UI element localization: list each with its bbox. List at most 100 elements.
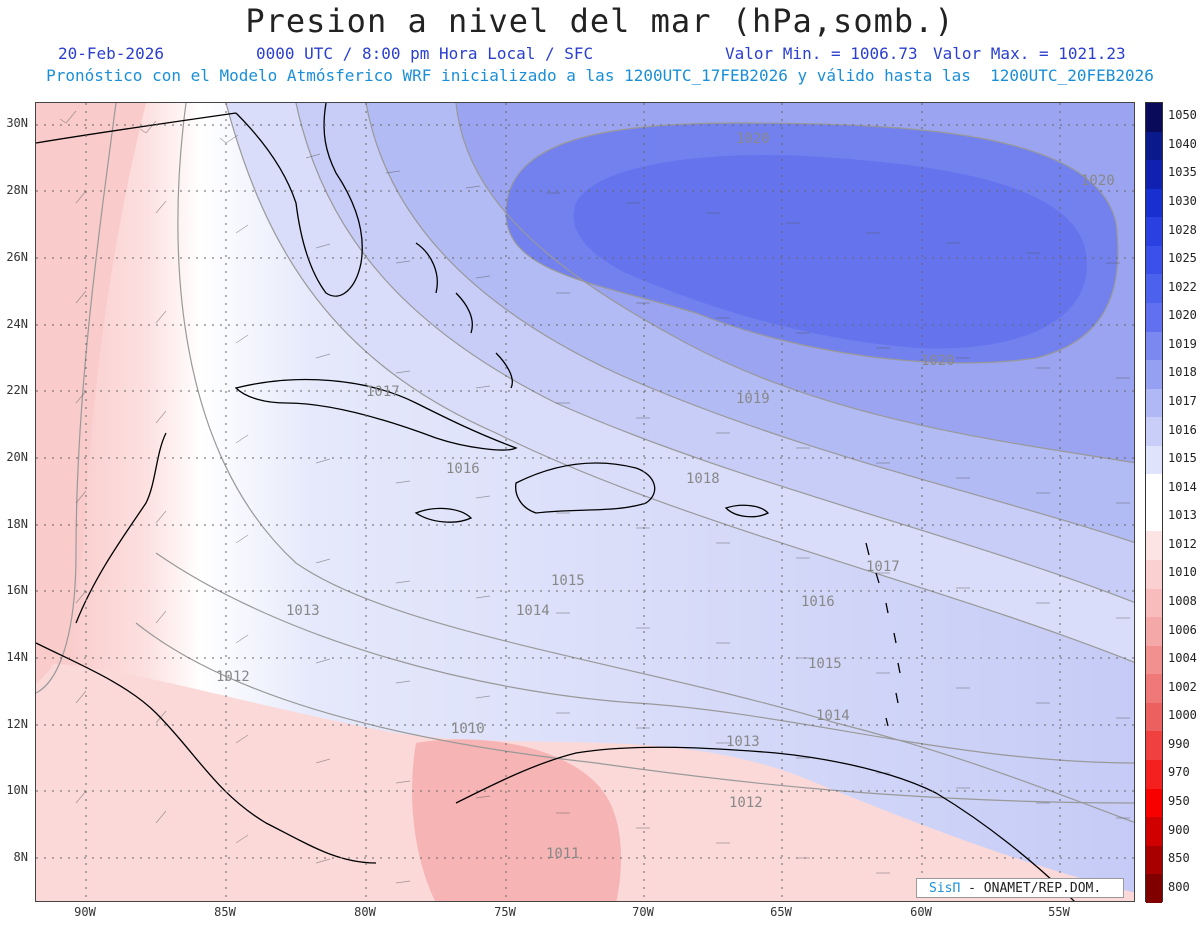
colorbar-segment <box>1146 702 1162 732</box>
map-title: Presion a nivel del mar (hPa,somb.) <box>245 2 955 40</box>
colorbar-segment <box>1146 274 1162 303</box>
contour-label: 1016 <box>446 461 480 477</box>
lat-label: 16N <box>6 583 28 597</box>
colorbar-segment <box>1146 474 1162 503</box>
colorbar-segment <box>1146 188 1162 218</box>
colorbar-label: 1022 <box>1168 279 1197 294</box>
colorbar-label: 1028 <box>1168 222 1197 237</box>
contour-label: 1017 <box>366 384 400 400</box>
lon-label: 70W <box>632 905 654 919</box>
colorbar-label: 990 <box>1168 736 1190 751</box>
lat-label: 26N <box>6 250 28 264</box>
pressure-map: 1020 1020 1020 1019 1018 1017 1017 1016 … <box>35 102 1135 902</box>
credit-org: - ONAMET/REP.DOM. <box>968 881 1102 896</box>
colorbar-segment <box>1146 759 1162 789</box>
colorbar-label: 1050 <box>1168 108 1197 123</box>
lon-label: 75W <box>494 905 516 919</box>
lon-label: 85W <box>214 905 236 919</box>
lat-label: 24N <box>6 317 28 331</box>
colorbar-segment <box>1146 331 1162 361</box>
colorbar-label: 800 <box>1168 879 1190 894</box>
colorbar-label: 970 <box>1168 765 1190 780</box>
colorbar-segment <box>1146 531 1162 560</box>
colorbar-label: 1012 <box>1168 536 1197 551</box>
colorbar-segment <box>1146 417 1162 446</box>
isobar-labels: 1020 1020 1020 1019 1018 1017 1017 1016 … <box>216 131 1115 862</box>
isobars <box>36 103 1134 823</box>
colorbar-segment <box>1146 731 1162 760</box>
colorbar-label: 1013 <box>1168 508 1197 523</box>
sis-logo-text: SisΠ <box>929 881 961 896</box>
contour-label: 1018 <box>686 471 720 487</box>
time-label: 0000 UTC / 8:00 pm Hora Local / SFC <box>256 44 594 63</box>
colorbar-segment <box>1146 217 1162 246</box>
colorbar-label: 1014 <box>1168 479 1197 494</box>
contour-label: 1012 <box>216 669 250 685</box>
coast-puerto-rico <box>724 504 770 518</box>
contour-label: 1019 <box>736 391 770 407</box>
coastlines <box>36 103 1075 901</box>
colorbar-label: 1006 <box>1168 622 1197 637</box>
lon-label: 90W <box>74 905 96 919</box>
colorbar-label: 1019 <box>1168 336 1197 351</box>
colorbar-label: 850 <box>1168 851 1190 866</box>
contour-label: 1014 <box>816 708 850 724</box>
colorbar-segment <box>1146 674 1162 703</box>
colorbar-label: 900 <box>1168 822 1190 837</box>
contour-label: 1015 <box>551 573 585 589</box>
colorbar-segment <box>1146 160 1162 189</box>
colorbar-segment <box>1146 874 1162 903</box>
contour-label: 1012 <box>729 795 763 811</box>
coast-hispaniola <box>515 462 656 514</box>
lat-label: 18N <box>6 517 28 531</box>
coast-lesser-antilles <box>865 542 901 727</box>
coast-cuba <box>234 378 518 451</box>
low-pressure-south-america <box>412 739 621 901</box>
colorbar-segment <box>1146 445 1162 475</box>
coast-jamaica <box>414 507 473 523</box>
colorbar-label: 1010 <box>1168 565 1197 580</box>
colorbar-segment <box>1146 845 1162 875</box>
colorbar-label: 1008 <box>1168 594 1197 608</box>
lat-label: 8N <box>13 850 28 864</box>
lat-label: 22N <box>6 383 28 397</box>
contour-label: 1013 <box>726 734 760 750</box>
contour-label: 1017 <box>866 559 900 575</box>
colorbar-label: 1035 <box>1168 165 1197 180</box>
colorbar-segment <box>1146 588 1162 618</box>
contour-label: 1011 <box>546 846 580 862</box>
colorbar-segment <box>1146 817 1162 846</box>
coast-florida <box>235 103 363 297</box>
colorbar-segment <box>1146 788 1162 818</box>
colorbar-segment <box>1146 302 1162 332</box>
lat-label: 20N <box>6 450 28 464</box>
colorbar-segment <box>1146 131 1162 161</box>
lat-label: 10N <box>6 783 28 797</box>
colorbar-label: 1025 <box>1168 251 1197 266</box>
low-pressure-north <box>36 103 146 683</box>
colorbar-label: 1000 <box>1168 708 1197 723</box>
colorbar-label: 1018 <box>1168 365 1197 380</box>
colorbar-label: 950 <box>1168 794 1190 808</box>
colorbar-segment <box>1146 245 1162 275</box>
coast-gulf <box>36 112 237 144</box>
colorbar-label: 1004 <box>1168 651 1197 666</box>
colorbar-segment <box>1146 388 1162 418</box>
coast-bahamas <box>415 242 513 389</box>
max-value-label: Valor Max. = 1021.23 <box>933 44 1126 63</box>
colorbar-segment <box>1146 360 1162 389</box>
contour-label: 1010 <box>451 721 485 737</box>
wind-barbs <box>59 110 1130 889</box>
forecast-info: Pronóstico con el Modelo Atmósferico WRF… <box>46 66 1154 85</box>
lat-label: 12N <box>6 717 28 731</box>
credit-box: SisΠ - ONAMET/REP.DOM. <box>916 878 1124 898</box>
colorbar-segment <box>1146 617 1162 646</box>
lon-label: 55W <box>1048 905 1070 919</box>
date-label: 20-Feb-2026 <box>58 44 164 63</box>
colorbar-segment <box>1146 645 1162 675</box>
colorbar-label: 1015 <box>1168 451 1197 466</box>
contour-label: 1020 <box>736 131 770 147</box>
colorbar-segment <box>1146 560 1162 589</box>
min-value-label: Valor Min. = 1006.73 <box>725 44 918 63</box>
lon-label: 60W <box>910 905 932 919</box>
